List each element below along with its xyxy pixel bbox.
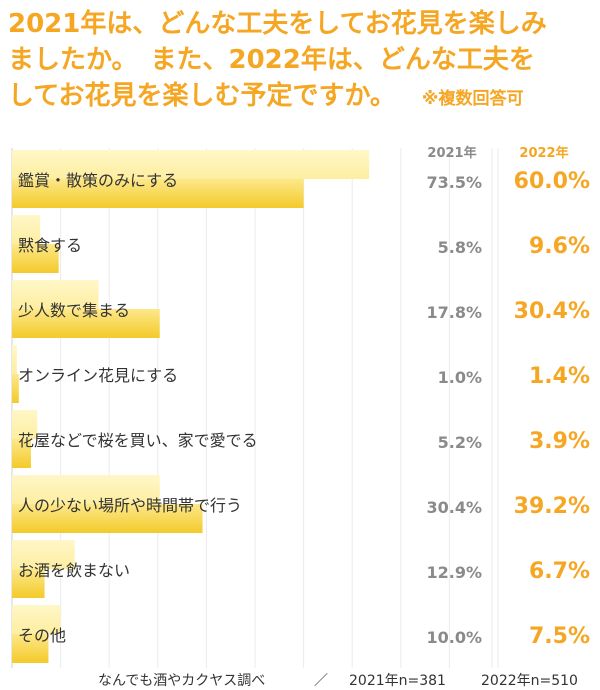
- bar-2021: [12, 540, 75, 569]
- bar-2021: [12, 475, 160, 504]
- value-label-2021: 30.4%: [426, 498, 482, 517]
- value-label-2022: 1.4%: [529, 364, 590, 389]
- category-label: 花屋などで桜を買い、家で愛でる: [18, 431, 258, 450]
- source-note: なんでも酒やカクヤス調べ: [98, 673, 266, 689]
- sample-size-2021: 2021年n=381: [349, 673, 446, 689]
- footer-separator: ／: [314, 673, 328, 689]
- title-line-2: ましたか。 また、2022年は、どんな工夫を: [8, 45, 535, 75]
- bar-2021: [12, 345, 17, 374]
- bar-2022: [12, 569, 45, 598]
- value-label-2022: 39.2%: [514, 494, 590, 519]
- chart-row: 鑑賞・散策のみにする 73.5% 60.0%: [12, 150, 590, 208]
- chart-row: 人の少ない場所や時間帯で行う 30.4% 39.2%: [12, 475, 590, 533]
- value-label-2022: 30.4%: [514, 299, 590, 324]
- chart-row: 少人数で集まる 17.8% 30.4%: [12, 280, 590, 338]
- category-label: 人の少ない場所や時間帯で行う: [18, 496, 242, 515]
- sample-size-2022: 2022年n=510: [481, 673, 578, 689]
- category-label: 少人数で集まる: [18, 301, 130, 320]
- value-label-2021: 12.9%: [426, 563, 482, 582]
- chart-row: お酒を飲まない 12.9% 6.7%: [12, 540, 590, 598]
- chart-row: 黙食する 5.8% 9.6%: [12, 215, 590, 273]
- category-label: 鑑賞・散策のみにする: [18, 171, 178, 190]
- column-header-2021: 2021年: [427, 145, 476, 161]
- chart-row: 花屋などで桜を買い、家で愛でる 5.2% 3.9%: [12, 410, 590, 468]
- category-label: オンライン花見にする: [18, 366, 178, 385]
- value-label-2021: 5.2%: [438, 433, 482, 452]
- column-header-2022: 2022年: [519, 145, 568, 161]
- bar-2022: [12, 244, 59, 273]
- value-label-2022: 7.5%: [529, 624, 590, 649]
- bar-2021: [12, 280, 99, 309]
- category-label: その他: [18, 626, 66, 645]
- chart-row: その他 10.0% 7.5%: [12, 605, 590, 663]
- title-line-3-text: してお花見を楽しむ予定ですか。: [8, 81, 396, 111]
- title-line-3: してお花見を楽しむ予定ですか。 ※複数回答可: [8, 78, 598, 117]
- value-label-2021: 73.5%: [426, 173, 482, 192]
- value-label-2021: 10.0%: [426, 628, 482, 647]
- title-line-1: 2021年は、どんな工夫をしてお花見を楽しみ: [8, 9, 547, 39]
- bar-2021: [12, 605, 61, 634]
- value-label-2022: 9.6%: [529, 234, 590, 259]
- bar-2021: [12, 150, 370, 179]
- bar-2021: [12, 410, 38, 439]
- grid-lines: [11, 148, 499, 668]
- value-label-2021: 5.8%: [438, 238, 482, 257]
- bar-2022: [12, 309, 160, 338]
- bar-2022: [12, 504, 203, 533]
- bar-chart: 鑑賞・散策のみにする 73.5% 60.0% 黙食する 5.8% 9.6% 少人数で集まる 1…: [11, 145, 590, 668]
- bar-2021: [12, 215, 41, 244]
- bar-2022: [12, 179, 304, 208]
- category-label: 黙食する: [18, 236, 82, 255]
- chart-title: 2021年は、どんな工夫をしてお花見を楽しみ ましたか。 また、2022年は、ど…: [8, 6, 598, 117]
- category-label: お酒を飲まない: [18, 561, 130, 580]
- chart-rows: 鑑賞・散策のみにする 73.5% 60.0% 黙食する 5.8% 9.6% 少人数で集まる 1…: [12, 150, 590, 663]
- value-label-2021: 17.8%: [426, 303, 482, 322]
- chart-row: オンライン花見にする 1.0% 1.4%: [12, 345, 590, 403]
- title-note: ※複数回答可: [421, 89, 524, 109]
- bar-2022: [12, 634, 49, 663]
- value-label-2022: 60.0%: [514, 169, 590, 194]
- footer: なんでも酒やカクヤス調べ ／ 2021年n=381 2022年n=510: [0, 670, 600, 690]
- bar-2022: [12, 439, 31, 468]
- value-label-2022: 6.7%: [529, 559, 590, 584]
- value-label-2021: 1.0%: [438, 368, 482, 387]
- bar-2022: [12, 374, 19, 403]
- value-label-2022: 3.9%: [529, 429, 590, 454]
